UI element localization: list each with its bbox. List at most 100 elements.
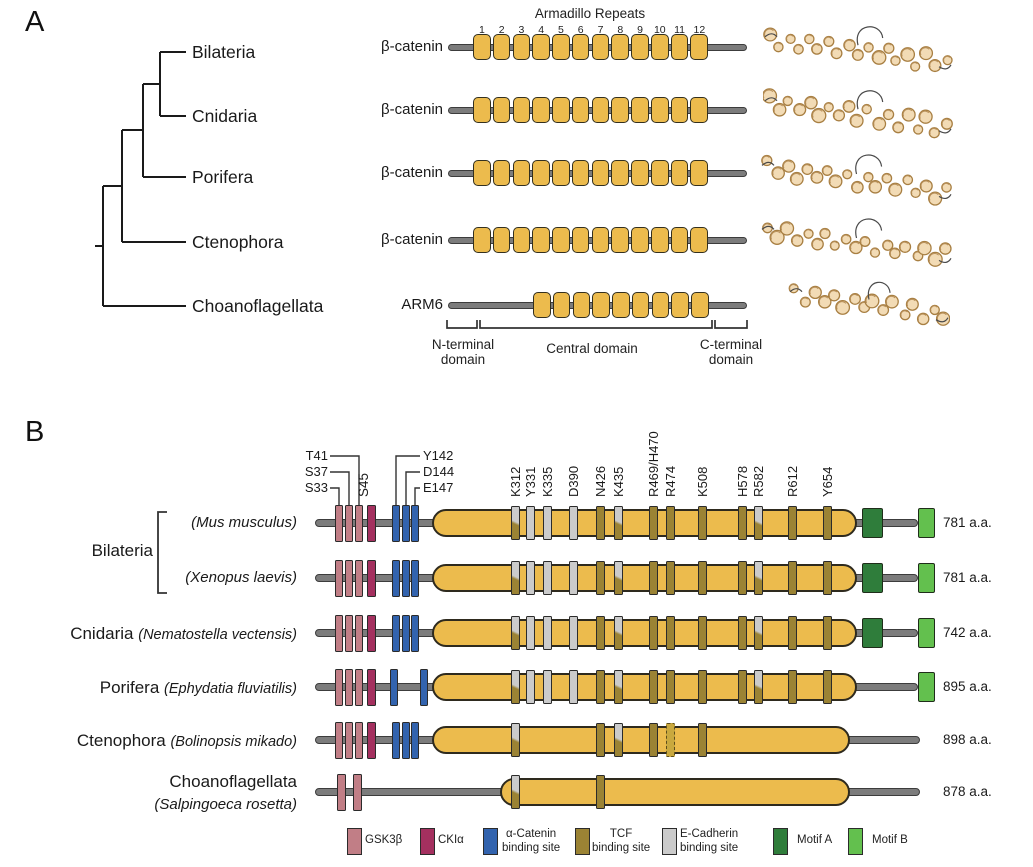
helix-coil (868, 180, 883, 194)
arm-site-bar-n426 (595, 616, 605, 650)
helix-coil-inner (862, 104, 870, 111)
helix-coil-inner (872, 51, 883, 60)
armadillo-repeat-box (492, 227, 511, 253)
terminal-domain-braces (446, 320, 748, 329)
alpha-catenin-site-bar (402, 721, 410, 759)
site-label-k312: K312 (508, 466, 523, 497)
helix-coil (889, 247, 901, 260)
helix-coil-inner (764, 28, 774, 37)
helix-coil-inner (928, 192, 939, 201)
armadillo-repeat-number: 11 (674, 24, 686, 36)
helix-coil-inner (811, 44, 820, 51)
armadillo-repeat-number: 8 (617, 24, 624, 36)
armadillo-repeat-box (650, 160, 669, 186)
helix-coil-inner (793, 44, 802, 51)
helix-coil-inner (829, 175, 840, 184)
site-label-y654: Y654 (820, 466, 835, 497)
helix-coil-inner (920, 180, 930, 188)
helix-coil-inner (780, 222, 791, 231)
arm-site-bar-r582 (753, 561, 763, 595)
arm-site-bar-k312 (510, 670, 520, 704)
arm-site-bar-r469-h470 (648, 506, 658, 540)
helix-coil-inner (873, 118, 883, 126)
arm-site-bar-h578 (737, 670, 747, 704)
helix-coil-inner (893, 122, 902, 130)
helix-coil (779, 221, 795, 236)
alpha-catenin-site-bar (411, 504, 419, 542)
armadillo-repeat-box (492, 34, 511, 60)
arm-site-bar-k435 (613, 506, 623, 540)
ckia-site-bar (367, 668, 376, 706)
armadillo-repeat-box (631, 160, 649, 186)
helix-coil-inner (809, 286, 819, 295)
helix-coil-inner (929, 60, 939, 68)
helix-coil-inner (804, 34, 812, 41)
helix-coil-inner (805, 97, 815, 105)
armadillo-repeat-box (671, 292, 689, 318)
helix-coil-inner (818, 296, 829, 304)
alpha-catenin-site-bar (402, 559, 410, 597)
protein-structure-ribbon (788, 281, 950, 326)
armadillo-repeat-box (591, 160, 610, 186)
arm-site-bar-y331 (525, 616, 535, 650)
armadillo-repeat-box (611, 227, 629, 253)
alpha-catenin-site-bar (411, 614, 419, 652)
armadillo-repeat-box (650, 97, 669, 123)
armadillo-repeat-box (690, 34, 709, 60)
alpha-catenin-site-bar (411, 559, 419, 597)
helix-coil-inner (869, 181, 879, 189)
helix-coil-inner (917, 313, 927, 321)
helix-coil-inner (800, 297, 809, 304)
arm-site-bar-n426 (595, 723, 605, 757)
helix-coil-inner (870, 248, 878, 255)
legend-swatch-e-cadherin (662, 828, 677, 855)
helix-coil-inner (842, 170, 850, 176)
legend-swatch--catenin (483, 828, 498, 855)
helix-coil (849, 240, 863, 255)
armadillo-repeat-box (631, 97, 649, 123)
helix-coil-inner (902, 108, 913, 117)
gsk3b-site-bar (335, 721, 343, 759)
armadillo-repeat-number: 5 (558, 24, 564, 36)
helix-coil-inner (852, 49, 861, 57)
armadillo-repeat-number: 2 (498, 24, 505, 36)
arm-site-bar-h578 (737, 506, 747, 540)
group-label-bilateria: Bilateria (91, 541, 153, 560)
species-group-label: Ctenophora (76, 731, 171, 750)
helix-coil (828, 174, 843, 189)
protein-name-label: β-catenin (381, 164, 443, 181)
species-row-label: Porifera (Ephydatia fluviatilis) (57, 678, 297, 698)
helix-coil (830, 47, 843, 60)
armadillo-domain (432, 726, 850, 754)
arm-site-bar-y654 (822, 561, 832, 595)
helix-coil (851, 48, 864, 61)
helix-coil-inner (812, 109, 823, 118)
arm-site-bar-k435 (613, 723, 623, 757)
site-connector (330, 487, 340, 505)
helix-coil (905, 297, 919, 311)
legend-swatch-gsk3- (347, 828, 362, 855)
armadillo-repeat-box (571, 34, 590, 60)
helix-coil (843, 38, 856, 52)
protein-structure-ribbon (763, 88, 953, 139)
helix-coil (883, 42, 895, 54)
arm-site-bar-r469-h470 (648, 616, 658, 650)
armadillo-repeat-box (690, 97, 709, 123)
helix-coil (832, 109, 846, 122)
motif-a-box (862, 618, 883, 648)
legend-label-line1: E-Cadherin (680, 828, 739, 840)
gsk3b-site-bar (355, 721, 363, 759)
armadillo-repeat-box (651, 292, 670, 318)
arm-site-bar-y331 (525, 561, 535, 595)
helix-coil-inner (878, 305, 887, 312)
armadillo-repeat-box (670, 34, 689, 60)
panel-b-label: B (25, 416, 45, 448)
alpha-catenin-site-bar (392, 504, 400, 542)
species-row-label: (Xenopus laevis) (185, 569, 297, 586)
armadillo-repeat-box (592, 292, 610, 318)
legend-swatch-motif-b (848, 828, 863, 855)
armadillo-repeat-number: 9 (637, 24, 643, 36)
site-label-r469-h470: R469/H470 (646, 431, 661, 497)
protein-name-label: β-catenin (381, 101, 443, 118)
bilateria-group-bracket (157, 511, 167, 594)
